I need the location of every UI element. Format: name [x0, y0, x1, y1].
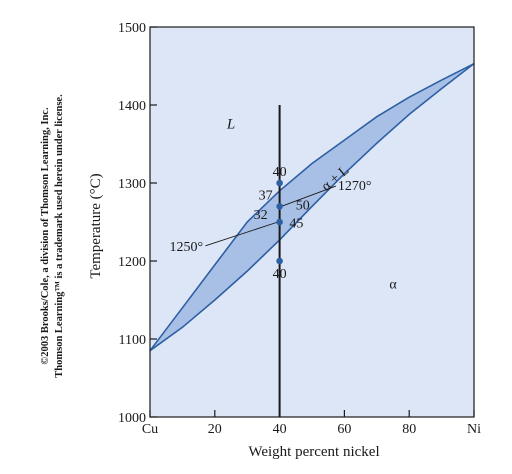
credit-line-1: ©2003 Brooks/Cole, a division of Thomson… [40, 107, 51, 365]
data-point-2 [276, 203, 283, 210]
point-label-1: 40 [273, 165, 287, 180]
data-point-3 [276, 218, 283, 226]
x-tick-label-3: 40 [273, 422, 287, 437]
y-tick-label-4: 1300 [118, 177, 146, 192]
x-tick-label-4: 60 [337, 422, 351, 437]
axes: 1000 1100 1200 1300 1400 1500 Cu 20 40 60 80 Ni [118, 21, 481, 437]
plot-frame [149, 26, 475, 418]
x-tick-label-6: Ni [467, 422, 481, 437]
point-label-4: 40 [273, 267, 287, 282]
data-point-1 [276, 179, 283, 187]
solidus-line [149, 63, 475, 352]
y-axis-title: Temperature (°C) [88, 173, 104, 278]
liquidus-line [149, 62, 475, 352]
credit-line-2: Thomson Learning™ is a trademark used he… [54, 94, 65, 378]
copyright-credit: ©2003 Brooks/Cole, a division of Thomson… [40, 94, 65, 378]
annotation-1: 50 [296, 199, 310, 214]
x-tick-label-5: 80 [402, 422, 416, 437]
leader-line-3 [281, 185, 337, 207]
annotation-2: 45 [289, 216, 303, 231]
y-tick-label-3: 1200 [118, 255, 146, 270]
x-tick-label-2: 20 [208, 422, 222, 437]
phase-label-1: L [226, 116, 235, 132]
y-tick-label-6: 1500 [118, 21, 146, 36]
phase-label-3: α [389, 277, 397, 292]
data-point-4 [276, 257, 283, 265]
x-axis-title: Weight percent nickel [248, 444, 379, 460]
leader-line-4 [205, 221, 279, 247]
two-phase-region [150, 63, 474, 351]
x-tick-label-1: Cu [142, 422, 158, 437]
plot-background [150, 27, 474, 417]
y-tick-label-5: 1400 [118, 99, 146, 114]
point-label-3: 32 [254, 208, 268, 223]
y-tick-label-2: 1100 [119, 333, 146, 348]
annotation-3: 1270° [338, 179, 372, 194]
y-tick-label-1: 1000 [118, 411, 146, 426]
point-label-2: 37 [259, 188, 273, 203]
annotation-4: 1250° [169, 240, 203, 255]
